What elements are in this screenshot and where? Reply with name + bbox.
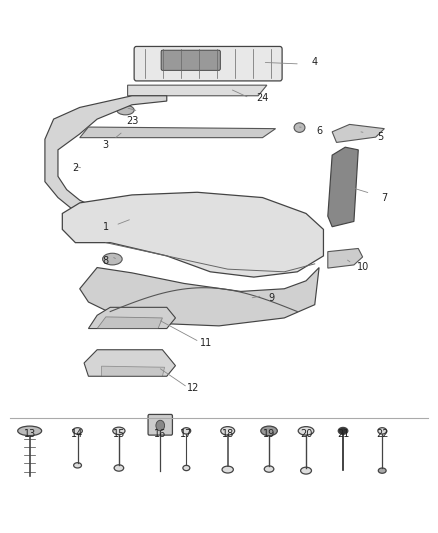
FancyBboxPatch shape [148, 415, 173, 435]
Text: 11: 11 [200, 338, 212, 349]
Polygon shape [80, 127, 276, 138]
Ellipse shape [18, 426, 42, 435]
Polygon shape [102, 366, 165, 376]
Ellipse shape [298, 426, 314, 435]
Text: 14: 14 [71, 429, 84, 439]
Text: 5: 5 [377, 132, 383, 142]
Text: 18: 18 [222, 429, 234, 439]
FancyBboxPatch shape [134, 46, 282, 81]
Ellipse shape [117, 106, 134, 115]
Polygon shape [88, 308, 176, 328]
Text: 4: 4 [312, 58, 318, 67]
Ellipse shape [264, 466, 274, 472]
Text: 12: 12 [187, 383, 199, 393]
Ellipse shape [114, 465, 124, 471]
Ellipse shape [338, 427, 348, 434]
Ellipse shape [73, 427, 82, 434]
Ellipse shape [74, 463, 81, 468]
FancyBboxPatch shape [161, 50, 220, 70]
Text: 3: 3 [103, 140, 109, 150]
Polygon shape [328, 248, 363, 268]
Ellipse shape [222, 466, 233, 473]
Text: 9: 9 [268, 293, 274, 303]
Ellipse shape [300, 467, 311, 474]
Text: 8: 8 [103, 256, 109, 266]
Text: 19: 19 [263, 429, 275, 439]
Text: 7: 7 [381, 192, 388, 203]
Text: 24: 24 [256, 93, 268, 103]
Text: 6: 6 [316, 126, 322, 136]
Ellipse shape [183, 465, 190, 471]
Text: 23: 23 [126, 116, 138, 126]
Text: 2: 2 [72, 164, 78, 173]
Ellipse shape [294, 123, 305, 132]
Ellipse shape [261, 426, 277, 435]
Polygon shape [84, 350, 176, 376]
Polygon shape [97, 317, 162, 328]
Text: 17: 17 [180, 429, 193, 439]
Text: 15: 15 [113, 429, 125, 439]
Text: 22: 22 [376, 429, 389, 439]
Text: 21: 21 [337, 429, 349, 439]
Text: 13: 13 [24, 429, 36, 439]
Ellipse shape [221, 426, 235, 435]
Text: 10: 10 [357, 262, 369, 271]
Polygon shape [127, 85, 267, 96]
Text: 20: 20 [300, 429, 312, 439]
Circle shape [156, 420, 165, 431]
Polygon shape [332, 124, 385, 142]
Text: 16: 16 [154, 429, 166, 439]
Text: 1: 1 [103, 222, 109, 232]
Ellipse shape [182, 427, 191, 434]
Polygon shape [45, 96, 167, 216]
Polygon shape [328, 147, 358, 227]
Polygon shape [80, 268, 319, 326]
Ellipse shape [378, 468, 386, 473]
Ellipse shape [102, 253, 122, 265]
Ellipse shape [113, 427, 125, 434]
Ellipse shape [378, 427, 387, 434]
Polygon shape [62, 192, 323, 277]
